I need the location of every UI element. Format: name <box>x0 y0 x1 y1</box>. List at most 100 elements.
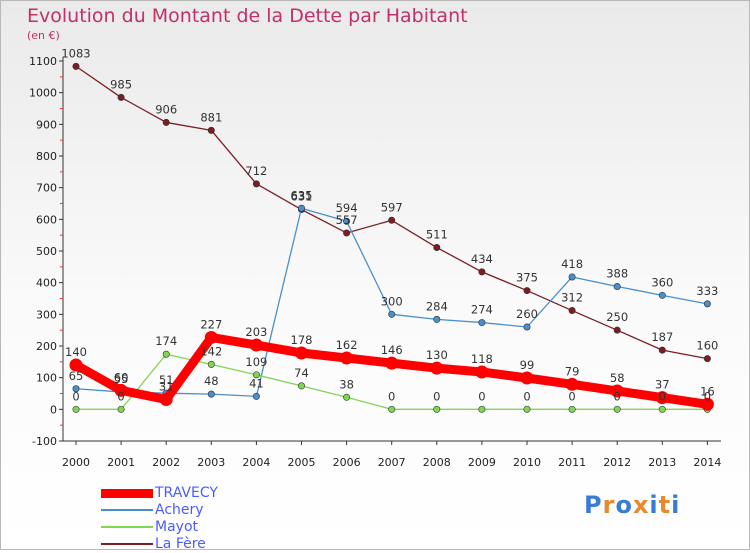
data-point <box>478 268 486 276</box>
data-point <box>433 405 441 413</box>
data-point <box>249 338 263 352</box>
data-point <box>430 361 444 375</box>
data-point <box>658 346 666 354</box>
data-point <box>703 300 711 308</box>
x-tick-label: 2009 <box>468 456 496 469</box>
data-point <box>388 405 396 413</box>
data-point <box>568 273 576 281</box>
data-point <box>475 365 489 379</box>
legend-item: Achery <box>101 502 301 519</box>
data-label: 312 <box>561 291 583 305</box>
y-tick-label: 600 <box>36 213 57 226</box>
proxiti-logo: Proxiti <box>584 491 680 519</box>
chart-title: Evolution du Montant de la Dette par Hab… <box>27 5 468 27</box>
data-point <box>159 393 173 407</box>
y-tick-label: 100 <box>36 372 57 385</box>
data-label: 594 <box>336 201 358 215</box>
data-point <box>162 118 170 126</box>
x-tick-label: 2006 <box>333 456 361 469</box>
data-label: 388 <box>606 266 628 280</box>
x-tick-label: 2007 <box>378 456 406 469</box>
data-label: 250 <box>606 310 628 324</box>
data-point <box>700 397 714 411</box>
data-label: 60 <box>114 370 129 384</box>
data-label: 99 <box>520 358 535 372</box>
data-label: 597 <box>381 200 403 214</box>
data-label: 906 <box>155 102 177 116</box>
legend-item: TRAVECY <box>101 485 301 502</box>
data-point <box>523 287 531 295</box>
data-label: 118 <box>471 352 493 366</box>
y-tick-label: 1100 <box>29 55 57 68</box>
data-label: 0 <box>72 389 79 403</box>
legend-swatch <box>101 543 153 545</box>
data-label: 418 <box>561 257 583 271</box>
data-label: 0 <box>433 389 440 403</box>
data-point <box>478 405 486 413</box>
data-label: 0 <box>704 389 711 403</box>
y-tick-label: 400 <box>36 277 57 290</box>
data-label: 187 <box>651 330 673 344</box>
x-tick-label: 2004 <box>242 456 270 469</box>
data-label: 434 <box>471 252 493 266</box>
logo-letter: i <box>649 491 659 519</box>
legend-label: TRAVECY <box>155 485 218 501</box>
data-point <box>207 360 215 368</box>
y-tick-label: 300 <box>36 308 57 321</box>
x-tick-label: 2005 <box>288 456 316 469</box>
legend-item: Mayot <box>101 519 301 536</box>
data-label: 162 <box>336 338 358 352</box>
data-point <box>523 405 531 413</box>
data-label: 48 <box>204 374 219 388</box>
data-point <box>655 391 669 405</box>
data-point <box>117 405 125 413</box>
x-tick-label: 2012 <box>603 456 631 469</box>
data-point <box>610 384 624 398</box>
data-label: 74 <box>294 366 309 380</box>
data-label: 274 <box>471 303 493 317</box>
data-label: 160 <box>696 339 718 353</box>
y-tick-label: -100 <box>32 435 57 448</box>
legend-swatch <box>101 509 153 511</box>
legend-item: La Fère <box>101 536 301 553</box>
data-label: 635 <box>291 188 313 202</box>
logo-letter: P <box>584 491 603 519</box>
data-label: 0 <box>614 389 621 403</box>
data-label: 31 <box>159 380 174 394</box>
data-label: 333 <box>696 284 718 298</box>
data-point <box>72 385 80 393</box>
data-label: 174 <box>155 334 177 348</box>
data-point <box>385 356 399 370</box>
data-label: 712 <box>245 164 267 178</box>
data-point <box>568 307 576 315</box>
data-point <box>523 323 531 331</box>
data-label: 375 <box>516 271 538 285</box>
data-label: 260 <box>516 307 538 321</box>
x-tick-label: 2010 <box>513 456 541 469</box>
data-point <box>252 371 260 379</box>
data-point <box>340 351 354 365</box>
chart-legend: TRAVECY Achery Mayot La Fère <box>101 485 301 553</box>
legend-swatch <box>101 488 153 498</box>
data-point <box>114 383 128 397</box>
data-label: 140 <box>65 345 87 359</box>
legend-label: Achery <box>155 502 204 518</box>
data-label: 0 <box>478 389 485 403</box>
data-point <box>343 229 351 237</box>
logo-letter: i <box>671 491 681 519</box>
x-tick-label: 2011 <box>558 456 586 469</box>
data-label: 511 <box>426 228 448 242</box>
data-point <box>433 244 441 252</box>
chart-unit-label: (en €) <box>27 29 60 42</box>
data-label: 146 <box>381 343 403 357</box>
data-point <box>658 405 666 413</box>
data-point <box>252 180 260 188</box>
data-point <box>117 93 125 101</box>
x-tick-label: 2001 <box>107 456 135 469</box>
data-point <box>703 355 711 363</box>
data-point <box>388 310 396 318</box>
data-point <box>568 405 576 413</box>
data-point <box>478 319 486 327</box>
